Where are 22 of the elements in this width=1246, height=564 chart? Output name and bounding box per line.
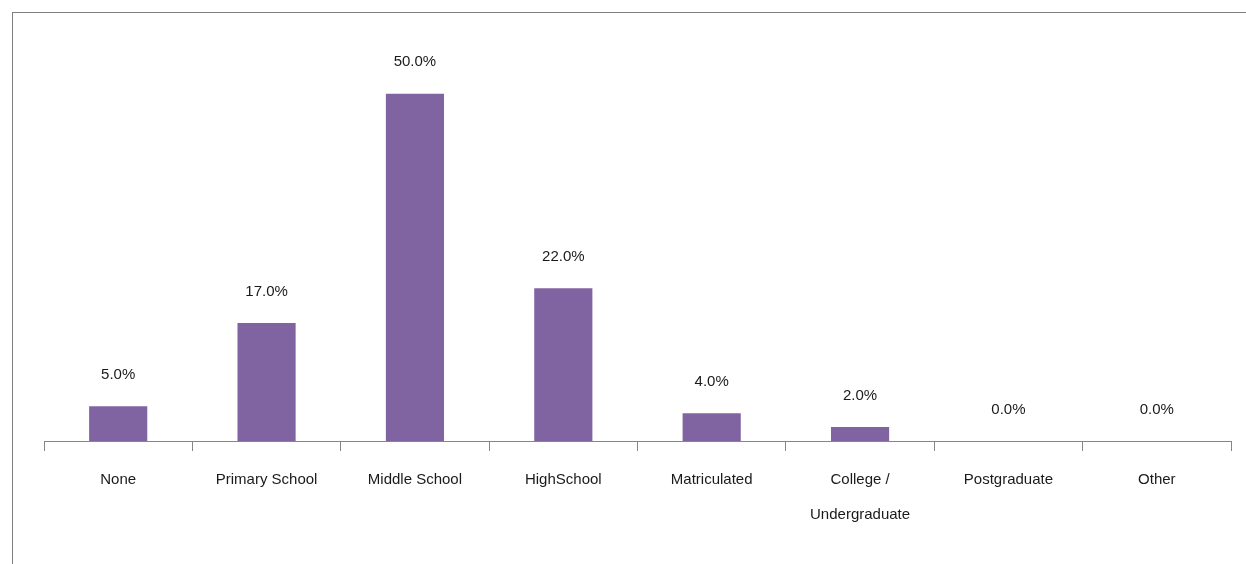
bar (682, 413, 741, 441)
data-label: 17.0% (245, 281, 288, 299)
x-tick-label: None (100, 469, 137, 487)
x-tick-label: Other (1138, 469, 1176, 487)
data-label: 4.0% (694, 371, 729, 389)
data-label: 0.0% (991, 399, 1026, 417)
data-label: 0.0% (1139, 399, 1174, 417)
data-label: 22.0% (542, 246, 585, 264)
data-label: 50.0% (393, 52, 437, 70)
bar (385, 93, 445, 441)
x-tick-label: Middle School (367, 469, 463, 487)
x-tick-label: Primary School (215, 469, 318, 487)
bar (830, 427, 890, 441)
x-tick-label: Postgraduate (963, 469, 1054, 487)
data-label: 5.0% (101, 364, 136, 382)
bar (534, 288, 593, 441)
bar (89, 406, 148, 441)
x-tick-label: Matriculated (670, 469, 753, 487)
x-tick-label: HighSchool (524, 469, 602, 487)
data-label: 2.0% (842, 385, 878, 403)
category-label: College / Undergraduate (810, 469, 911, 522)
bar (237, 322, 296, 441)
